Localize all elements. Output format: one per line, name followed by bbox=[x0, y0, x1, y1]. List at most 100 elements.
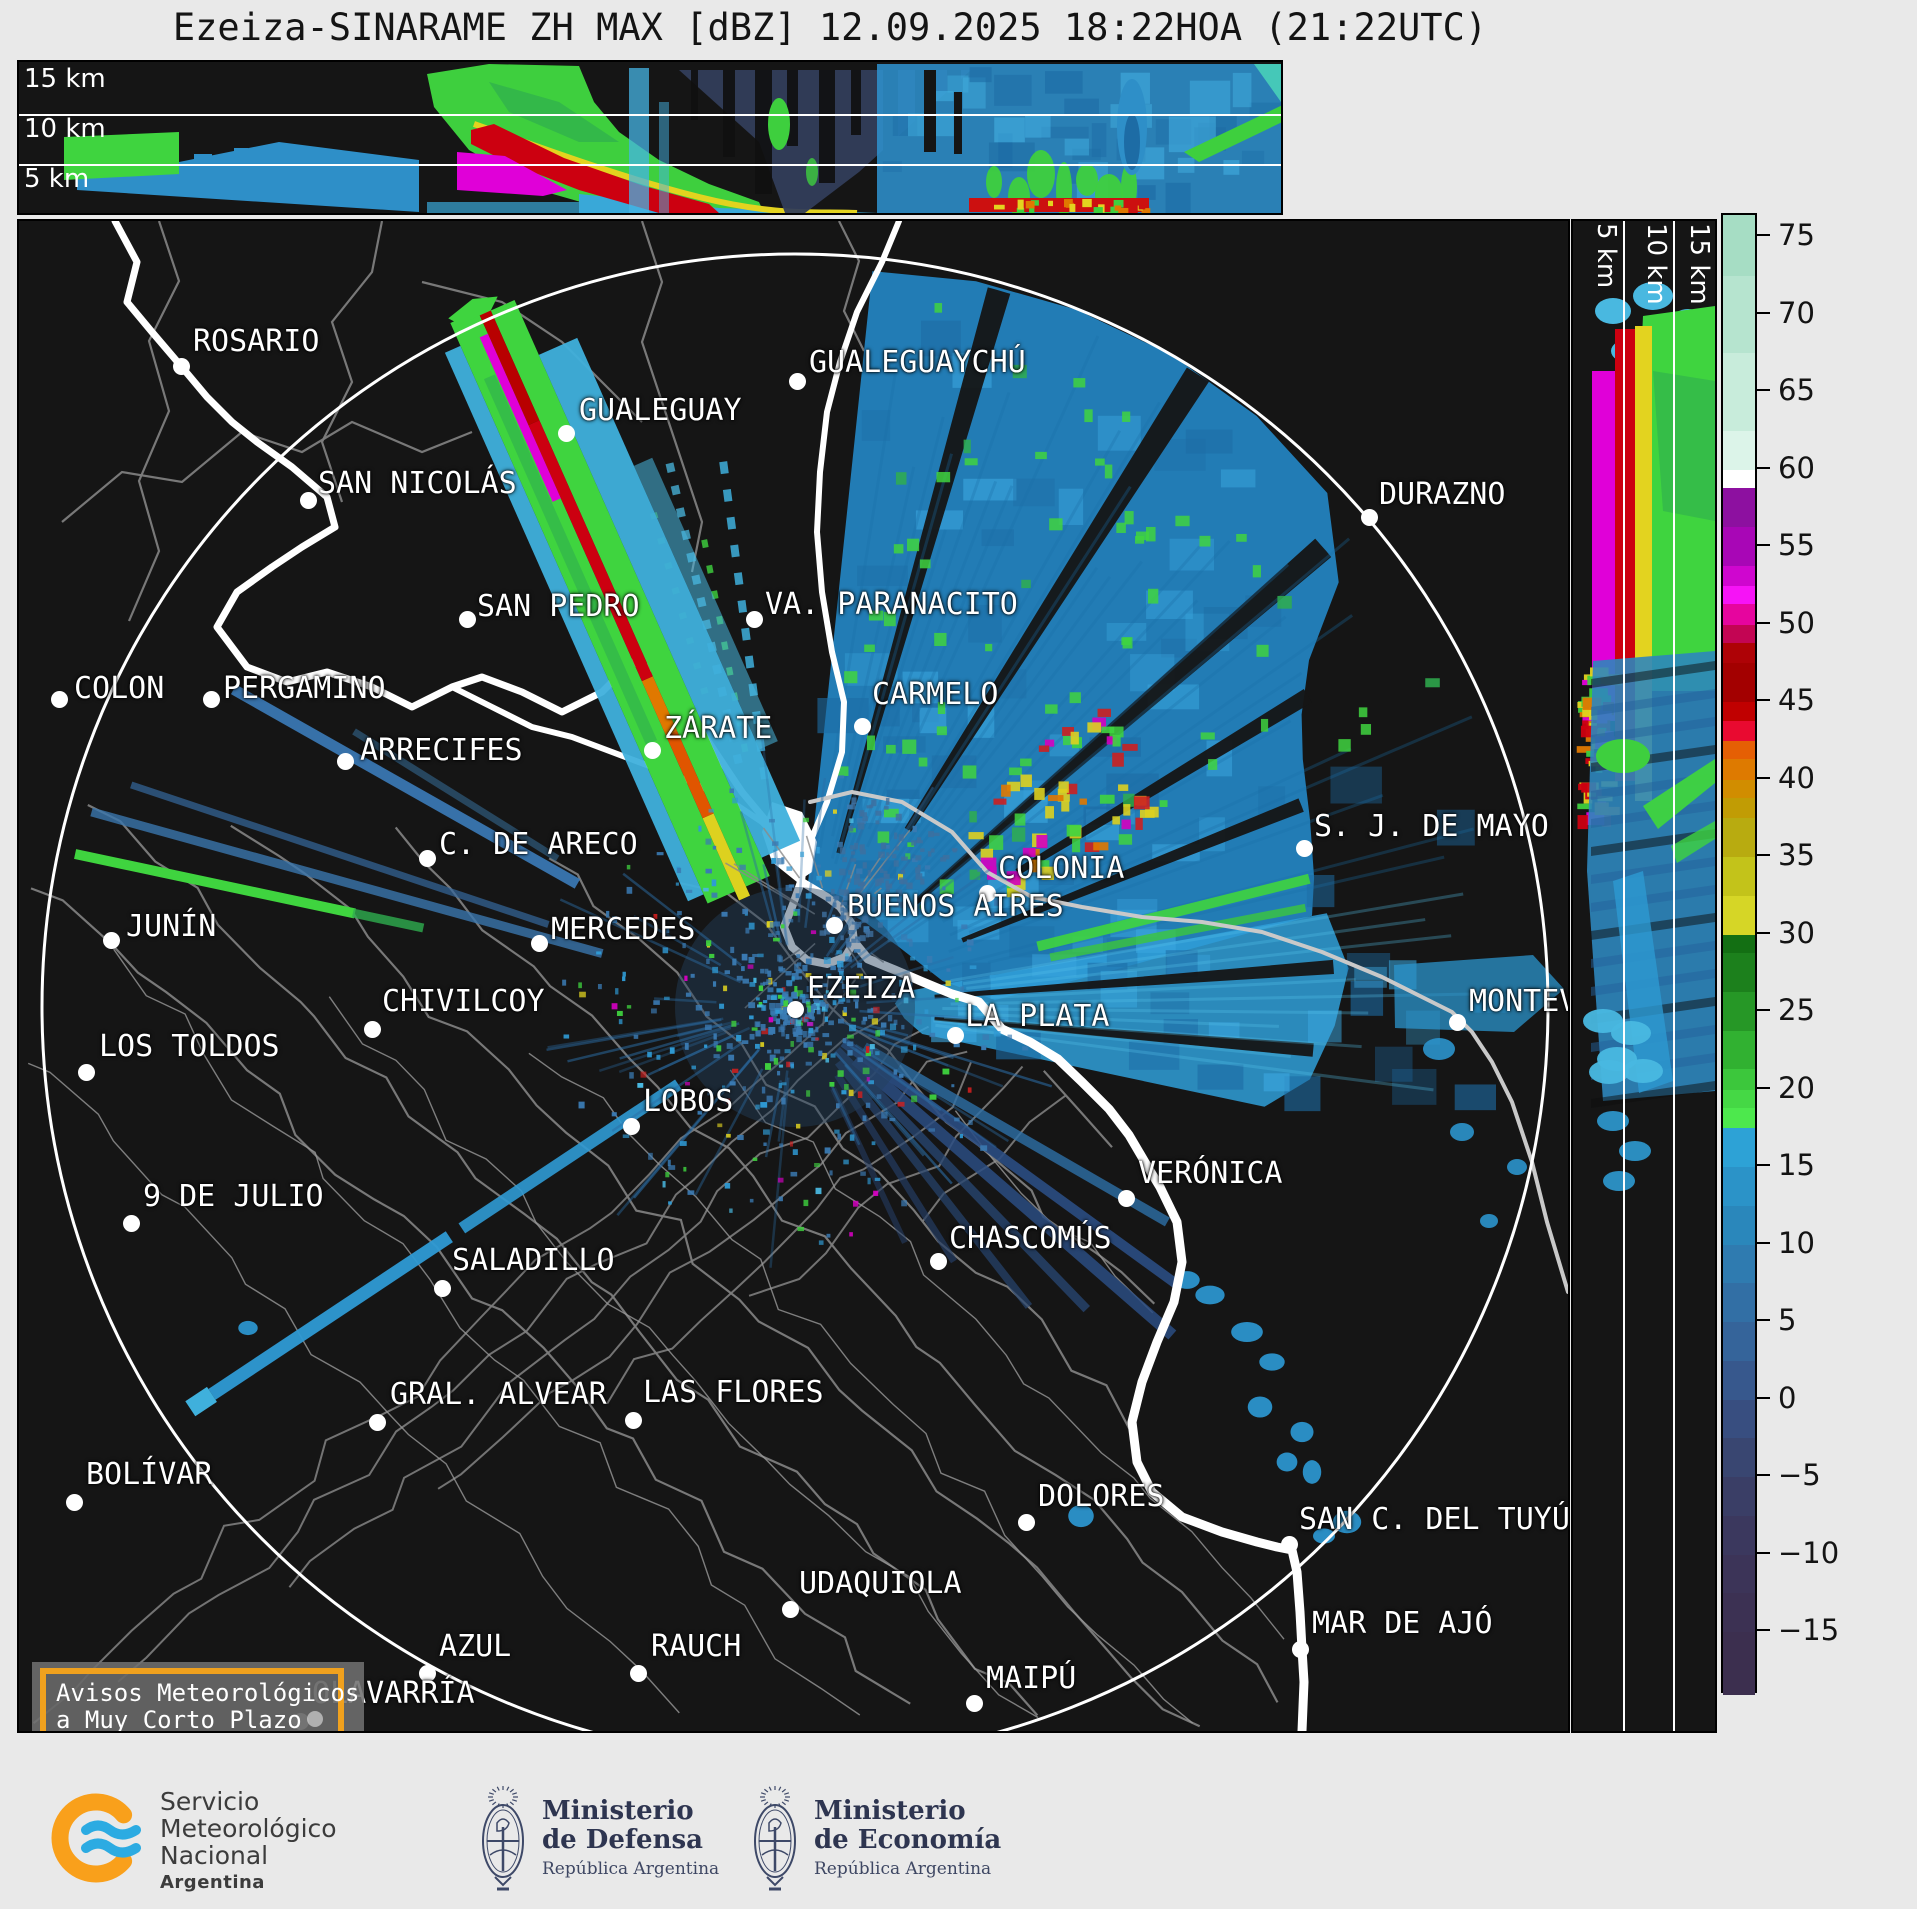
axis-label-5km-side: 5 km bbox=[1591, 223, 1621, 289]
economia-logo-text[interactable]: Ministerio de Economía República Argenti… bbox=[814, 1797, 1001, 1884]
colorbar-seg bbox=[1723, 857, 1755, 897]
city-label-saladillo: SALADILLO bbox=[452, 1243, 615, 1278]
colorbar-seg bbox=[1723, 1089, 1755, 1109]
colorbar-seg bbox=[1723, 526, 1755, 567]
city-dot-gualeguay bbox=[558, 425, 575, 442]
radar-echo-nnw-storm-band bbox=[444, 296, 801, 904]
city-dot-va-paranacito bbox=[746, 611, 763, 628]
city-dot-los-toldos bbox=[78, 1064, 95, 1081]
city-label-udaquiola: UDAQUIOLA bbox=[799, 1566, 962, 1601]
smn-wave-1 bbox=[81, 1820, 141, 1840]
warning-line-1: Avisos Meteorológicos bbox=[56, 1679, 360, 1707]
colorbar-seg bbox=[1723, 1167, 1755, 1207]
city-dot-azul bbox=[419, 1665, 436, 1682]
city-label-ezeiza: EZEIZA bbox=[807, 971, 916, 1006]
warning-line-2: a Muy Corto Plazo bbox=[56, 1706, 302, 1733]
colorbar-tick-label: 50 bbox=[1778, 605, 1815, 640]
colorbar-seg bbox=[1723, 818, 1755, 858]
colorbar-seg bbox=[1723, 430, 1755, 471]
city-dot-mercedes bbox=[531, 935, 548, 952]
city-label-lobos: LOBOS bbox=[643, 1084, 734, 1119]
axis-label-10km-side: 10 km bbox=[1641, 223, 1671, 305]
colorbar-tick-label: −15 bbox=[1778, 1613, 1840, 1647]
axis-label-10km: 10 km bbox=[24, 114, 106, 144]
city-dot-arrecifes bbox=[337, 753, 354, 770]
city-label-buenos-aires: BUENOS AIRES bbox=[847, 889, 1064, 924]
warnings-very-short-term-button[interactable]: Avisos Meteorológicos a Muy Corto Plazo bbox=[40, 1668, 360, 1733]
colorbar-tick-label: 0 bbox=[1778, 1380, 1797, 1415]
city-label-maip-: MAIPÚ bbox=[986, 1661, 1077, 1696]
colorbar-seg bbox=[1723, 798, 1755, 819]
radar-echo-se-streaks bbox=[238, 1038, 1362, 1544]
height-line-5km-side bbox=[1623, 221, 1625, 1731]
smn-line1: Servicio bbox=[160, 1787, 260, 1816]
colorbar-seg bbox=[1723, 469, 1755, 489]
colorbar-tick bbox=[1757, 1396, 1770, 1399]
colorbar-tick bbox=[1757, 699, 1770, 701]
colorbar-seg bbox=[1723, 624, 1755, 644]
defensa-coat-of-arms-icon bbox=[482, 1786, 524, 1891]
colorbar-seg bbox=[1723, 740, 1755, 760]
colorbar-seg bbox=[1723, 643, 1755, 664]
city-label-bol-var: BOLÍVAR bbox=[86, 1457, 213, 1492]
defensa-logo-text[interactable]: Ministerio de Defensa República Argentin… bbox=[542, 1797, 719, 1884]
smn-logo-text[interactable]: Servicio Meteorológico Nacional Argentin… bbox=[160, 1788, 337, 1896]
city-label-san-nicol-s: SAN NICOLÁS bbox=[318, 466, 517, 501]
city-label-dolores: DOLORES bbox=[1038, 1479, 1165, 1514]
colorbar-tick bbox=[1757, 1086, 1770, 1089]
colorbar-seg bbox=[1723, 1205, 1755, 1246]
colorbar-seg bbox=[1723, 1360, 1755, 1401]
admin-borders bbox=[27, 221, 1285, 1728]
city-label-va-paranacito: VA. PARANACITO bbox=[765, 587, 1018, 622]
colorbar-tick bbox=[1757, 1551, 1770, 1554]
smn-line4: Argentina bbox=[160, 1872, 265, 1893]
colorbar-seg bbox=[1723, 565, 1755, 587]
colorbar-tick-label: 60 bbox=[1778, 450, 1815, 485]
city-label-colonia: COLONIA bbox=[998, 851, 1125, 886]
ns-cross-section-echoes bbox=[1576, 282, 1715, 1191]
city-dot-rauch bbox=[630, 1665, 647, 1682]
colorbar-seg bbox=[1723, 663, 1755, 703]
colorbar-seg bbox=[1723, 1244, 1755, 1284]
city-label-rosario: ROSARIO bbox=[193, 324, 320, 359]
colorbar-tick-label: −5 bbox=[1778, 1458, 1821, 1492]
city-label-las-flores: LAS FLORES bbox=[643, 1375, 824, 1410]
city-dot-colonia bbox=[979, 885, 996, 902]
colorbar-seg bbox=[1723, 1515, 1755, 1556]
city-dot-san-nicol-s bbox=[300, 492, 317, 509]
radar-map-panel[interactable]: ROSARIO GUALEGUAYCHÚ GUALEGUAY SAN NICOLÁS D… bbox=[17, 219, 1570, 1733]
colorbar-tick bbox=[1757, 1164, 1770, 1166]
city-dot-jun-n bbox=[103, 932, 120, 949]
colorbar-tick-label: 75 bbox=[1778, 218, 1815, 252]
height-line-10km-top bbox=[19, 114, 1281, 116]
economia-line3: República Argentina bbox=[814, 1859, 992, 1879]
colorbar-tick bbox=[1757, 776, 1770, 779]
colorbar-seg bbox=[1723, 1438, 1755, 1478]
colorbar-seg bbox=[1723, 1399, 1755, 1439]
city-dot-colon bbox=[51, 691, 68, 708]
colorbar-seg bbox=[1723, 1108, 1755, 1129]
city-label-ver-nica: VERÓNICA bbox=[1138, 1156, 1283, 1191]
height-line-10km-side bbox=[1673, 221, 1675, 1731]
colorbar-tick-label: 55 bbox=[1778, 528, 1815, 562]
city-label-gualeguay: GUALEGUAY bbox=[579, 393, 742, 428]
colorbar-tick bbox=[1757, 931, 1770, 934]
economia-line2: de Economía bbox=[814, 1825, 1002, 1855]
city-label-c-de-areco: C. DE ARECO bbox=[439, 827, 638, 862]
city-label-chivilcoy: CHIVILCOY bbox=[382, 984, 545, 1019]
city-label-mar-de-aj-: MAR DE AJÓ bbox=[1312, 1606, 1493, 1641]
city-dot-ver-nica bbox=[1118, 1190, 1135, 1207]
colorbar-seg bbox=[1723, 1477, 1755, 1517]
city-dot-z-rate bbox=[644, 742, 661, 759]
colorbar-tick-label: 25 bbox=[1778, 993, 1815, 1027]
colorbar-tick bbox=[1757, 311, 1770, 314]
colorbar-seg bbox=[1723, 1593, 1755, 1633]
colorbar-tick bbox=[1757, 1629, 1770, 1631]
colorbar-tick bbox=[1757, 234, 1770, 236]
city-dot-dolores bbox=[1018, 1514, 1035, 1531]
city-dot-s-j-de-mayo bbox=[1296, 840, 1313, 857]
city-dot-lobos bbox=[623, 1118, 640, 1135]
colorbar-tick-label: 45 bbox=[1778, 683, 1815, 717]
city-dot-buenos-aires bbox=[826, 917, 843, 934]
colorbar-seg bbox=[1723, 895, 1755, 936]
